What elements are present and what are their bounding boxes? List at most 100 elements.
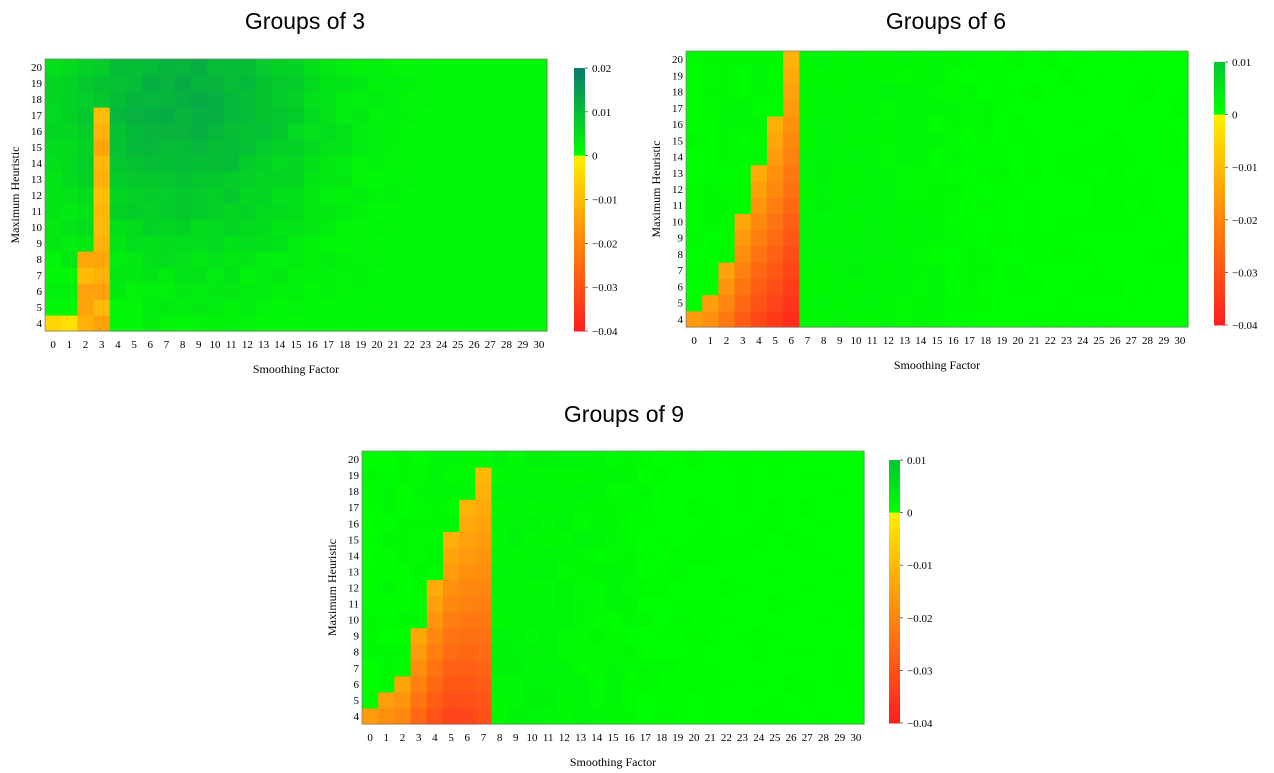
x-tick-label: 8 <box>180 339 186 351</box>
colorbar-segment <box>1214 182 1225 186</box>
colorbar-segment <box>889 554 900 557</box>
heatmap-cell <box>750 245 768 263</box>
heatmap-cell <box>394 547 412 565</box>
heatmap-cell <box>831 643 849 661</box>
plot-frame <box>44 58 548 332</box>
heatmap-cell <box>718 499 736 516</box>
colorbar-segment <box>574 133 585 137</box>
heatmap-cell <box>783 213 800 231</box>
heatmap-cell <box>362 451 379 468</box>
colorbar-segment <box>574 265 585 268</box>
colorbar-segment <box>889 602 900 606</box>
heatmap-cell <box>459 643 476 661</box>
colorbar-tick-label: 0 <box>907 508 913 520</box>
heatmap-cell <box>766 51 784 68</box>
heatmap-cell <box>831 278 849 296</box>
heatmap-cell <box>61 171 78 188</box>
heatmap-cell <box>1123 180 1141 198</box>
heatmap-cell <box>783 483 800 500</box>
heatmap-cell <box>637 611 655 629</box>
colorbar-segment <box>574 192 585 196</box>
heatmap-cell <box>1107 67 1124 85</box>
colorbar-segment <box>1214 173 1225 177</box>
heatmap-cell <box>799 197 817 214</box>
colorbar-segment <box>574 72 585 76</box>
heatmap-cell <box>621 627 638 645</box>
heatmap-cell <box>734 531 752 548</box>
heatmap-cell <box>961 294 979 312</box>
heatmap-cell <box>993 278 1011 296</box>
heatmap-cell <box>637 675 655 693</box>
colorbar-segment <box>1214 283 1225 287</box>
colorbar-segment <box>1214 123 1225 127</box>
heatmap-cell <box>734 99 752 117</box>
heatmap-cell <box>556 451 574 468</box>
colorbar-segment <box>889 639 900 643</box>
heatmap-cell <box>815 451 833 468</box>
heatmap-cell <box>880 245 898 263</box>
heatmap-cell <box>734 547 752 565</box>
x-tick-label: 29 <box>834 732 846 744</box>
heatmap-cell <box>556 467 574 484</box>
heatmap-cell <box>750 707 768 725</box>
colorbar-segment <box>889 648 900 652</box>
heatmap-cell <box>815 115 833 133</box>
heatmap-cell <box>410 707 428 725</box>
colorbar-segment <box>574 234 585 238</box>
heatmap-cell <box>1042 213 1060 231</box>
heatmap-cell <box>702 148 719 166</box>
y-tick-label: 11 <box>31 206 42 218</box>
heatmap-cell <box>475 643 493 661</box>
heatmap-cell <box>621 643 638 661</box>
heatmap-cell <box>653 643 671 661</box>
heatmap-cell <box>362 515 379 532</box>
colorbar-tick-label: −0.04 <box>1232 320 1258 332</box>
colorbar-segment <box>574 217 585 220</box>
heatmap-cell <box>320 91 338 108</box>
heatmap-cell <box>961 262 979 279</box>
heatmap-cell <box>433 283 451 300</box>
heatmap-cell <box>766 515 784 532</box>
colorbar-segment <box>1214 195 1225 199</box>
heatmap-cell <box>896 310 914 328</box>
colorbar-segment <box>1214 118 1225 122</box>
heatmap-cell <box>718 515 736 532</box>
colorbar-segment <box>889 613 900 617</box>
heatmap-cell <box>815 643 833 661</box>
heatmap-cell <box>466 75 483 92</box>
heatmap-cell <box>239 139 257 156</box>
heatmap-cell <box>239 267 257 284</box>
colorbar-segment <box>889 683 900 687</box>
colorbar-segment <box>889 707 900 711</box>
chart-title-groups-6: Groups of 6 <box>885 8 1007 34</box>
heatmap-cell <box>912 164 930 182</box>
heatmap-cell <box>864 229 881 247</box>
heatmap-cell <box>799 67 817 85</box>
colorbar-segment <box>889 503 900 507</box>
heatmap-cell <box>1090 229 1108 247</box>
heatmap-cell <box>847 294 865 312</box>
x-tick-label: 6 <box>148 339 154 351</box>
heatmap-cell <box>734 180 752 198</box>
heatmap-cell <box>896 83 914 101</box>
heatmap-cell <box>912 213 930 231</box>
heatmap-cell <box>1026 83 1043 101</box>
heatmap-cell <box>368 75 386 92</box>
heatmap-cell <box>190 155 208 172</box>
heatmap-cell <box>77 155 95 172</box>
heatmap-cell <box>864 262 881 279</box>
colorbar-segment <box>1214 127 1225 131</box>
colorbar-segment <box>889 567 900 571</box>
heatmap-cell <box>174 203 192 220</box>
heatmap-cell <box>352 187 370 204</box>
heatmap-cell <box>1123 197 1141 214</box>
colorbar-segment <box>574 78 585 82</box>
heatmap-cell <box>734 51 752 68</box>
heatmap-cell <box>442 611 460 629</box>
colorbar-tick-label: −0.04 <box>592 326 618 338</box>
heatmap-cell <box>734 262 752 279</box>
colorbar-segment <box>889 666 900 669</box>
heatmap-cell <box>125 123 143 140</box>
heatmap-cell <box>433 75 451 92</box>
heatmap-cell <box>815 229 833 247</box>
